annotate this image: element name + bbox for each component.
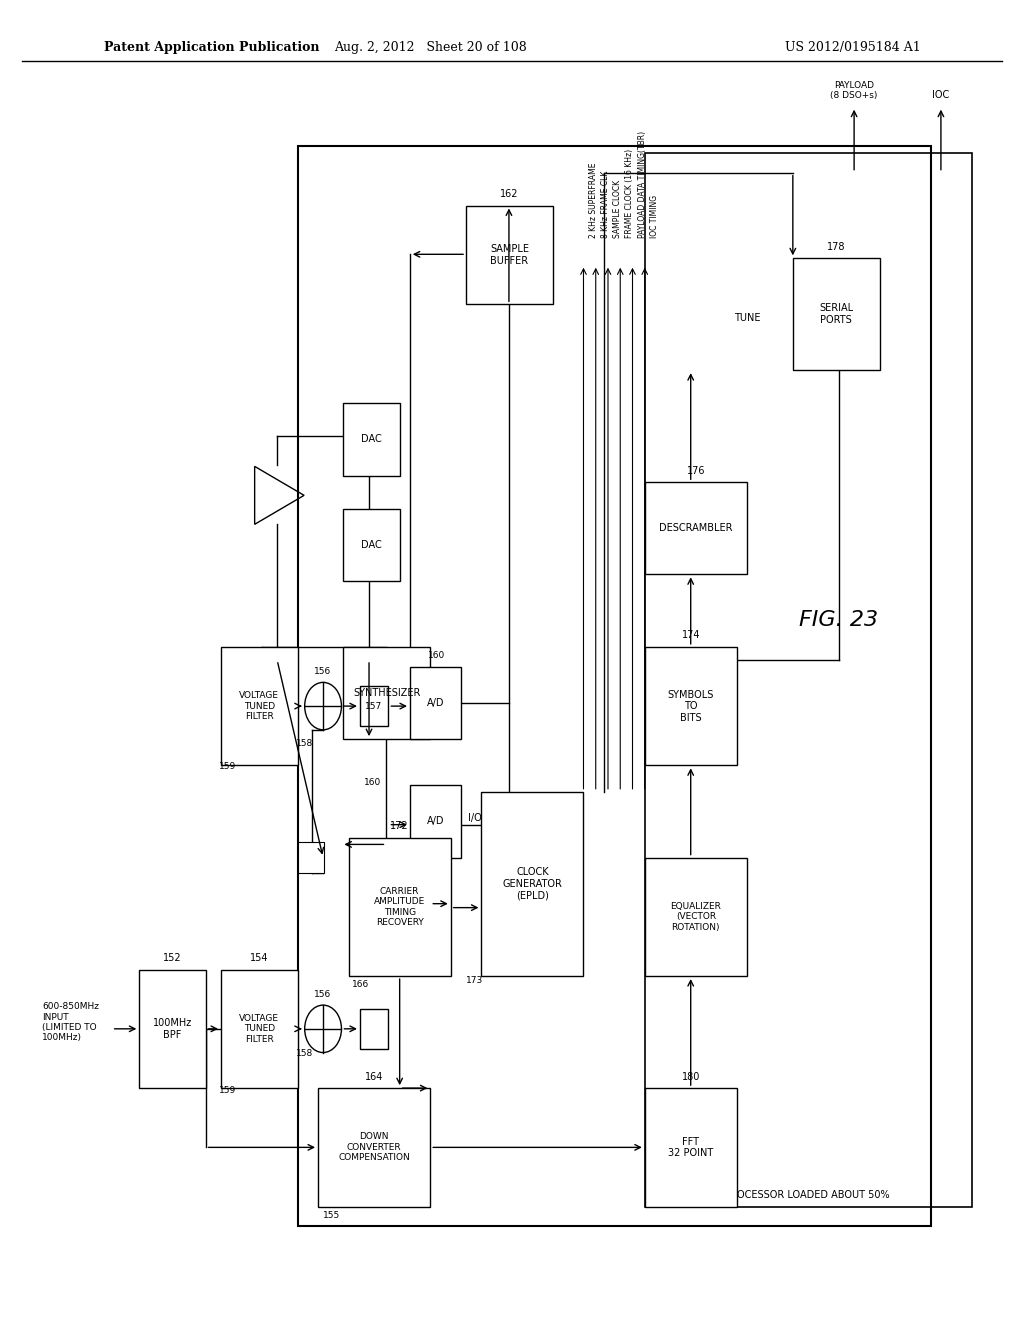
Text: SYMBOLS
TO
BITS: SYMBOLS TO BITS <box>668 689 714 723</box>
Text: 166: 166 <box>351 979 369 989</box>
Text: 158: 158 <box>296 1048 313 1057</box>
FancyBboxPatch shape <box>645 1088 736 1206</box>
FancyBboxPatch shape <box>645 858 746 975</box>
Text: SAMPLE CLOCK: SAMPLE CLOCK <box>613 181 623 239</box>
FancyBboxPatch shape <box>298 147 931 1226</box>
Text: 156: 156 <box>314 990 332 998</box>
Text: A/D: A/D <box>427 698 444 708</box>
Text: Patent Application Publication: Patent Application Publication <box>103 41 319 54</box>
Text: 164: 164 <box>365 1072 383 1081</box>
Text: VOLTAGE
TUNED
FILTER: VOLTAGE TUNED FILTER <box>240 692 280 721</box>
Text: 176: 176 <box>686 466 706 475</box>
FancyBboxPatch shape <box>221 970 298 1088</box>
Text: 174: 174 <box>681 630 700 640</box>
Text: 172: 172 <box>390 821 409 832</box>
Text: FIG. 23: FIG. 23 <box>799 610 879 631</box>
Text: 159: 159 <box>219 1085 237 1094</box>
Text: 600-850MHz
INPUT
(LIMITED TO
100MHz): 600-850MHz INPUT (LIMITED TO 100MHz) <box>42 1002 99 1043</box>
FancyBboxPatch shape <box>466 206 553 305</box>
Text: PAYLOAD
(8 DSO+s): PAYLOAD (8 DSO+s) <box>830 81 878 100</box>
Text: 180: 180 <box>682 1072 699 1081</box>
Text: 8 KHz FRAME CLK: 8 KHz FRAME CLK <box>601 172 610 239</box>
Text: 155: 155 <box>324 1210 340 1220</box>
Text: CARRIER
AMPLITUDE
TIMING
RECOVERY: CARRIER AMPLITUDE TIMING RECOVERY <box>374 887 425 927</box>
FancyBboxPatch shape <box>645 482 746 574</box>
Text: DESCRAMBLER: DESCRAMBLER <box>659 523 732 533</box>
FancyBboxPatch shape <box>410 785 461 858</box>
Text: 152: 152 <box>163 953 181 964</box>
Text: FRAME CLOCK (16 KHz): FRAME CLOCK (16 KHz) <box>626 149 634 239</box>
Text: 173: 173 <box>466 975 483 985</box>
FancyBboxPatch shape <box>481 792 584 975</box>
FancyBboxPatch shape <box>359 1008 388 1048</box>
Text: 156: 156 <box>314 667 332 676</box>
FancyBboxPatch shape <box>645 647 736 766</box>
Text: SERIAL
PORTS: SERIAL PORTS <box>819 304 853 325</box>
FancyBboxPatch shape <box>318 1088 430 1206</box>
Text: SYNTHESIZER: SYNTHESIZER <box>353 688 421 698</box>
Text: 157: 157 <box>365 702 382 710</box>
Text: 160: 160 <box>428 651 445 660</box>
Text: DAC: DAC <box>361 540 382 549</box>
FancyBboxPatch shape <box>298 842 324 874</box>
Text: TUNE: TUNE <box>733 313 760 322</box>
Text: US 2012/0195184 A1: US 2012/0195184 A1 <box>784 41 921 54</box>
Text: 160: 160 <box>364 777 381 787</box>
Text: A/D: A/D <box>427 816 444 826</box>
FancyBboxPatch shape <box>343 508 399 581</box>
Text: 2 KHz SUPERFRAME: 2 KHz SUPERFRAME <box>589 162 598 239</box>
Text: 100MHz
BPF: 100MHz BPF <box>153 1018 193 1040</box>
Text: IOC: IOC <box>932 90 949 100</box>
Text: 90: 90 <box>305 853 316 862</box>
FancyBboxPatch shape <box>410 667 461 739</box>
Text: 178: 178 <box>827 242 846 252</box>
Text: DAC: DAC <box>361 434 382 445</box>
Text: IOC TIMING: IOC TIMING <box>650 195 658 239</box>
FancyBboxPatch shape <box>348 838 451 975</box>
FancyBboxPatch shape <box>359 686 388 726</box>
FancyBboxPatch shape <box>343 403 399 475</box>
Text: I/O: I/O <box>468 813 481 824</box>
FancyBboxPatch shape <box>793 259 880 370</box>
Text: 159: 159 <box>219 762 237 771</box>
FancyBboxPatch shape <box>139 970 206 1088</box>
Text: EQUALIZER
(VECTOR
ROTATION): EQUALIZER (VECTOR ROTATION) <box>671 902 721 932</box>
Text: SAMPLE
BUFFER: SAMPLE BUFFER <box>489 244 529 265</box>
Text: PAYLOAD DATA TIMING(TBR): PAYLOAD DATA TIMING(TBR) <box>638 132 646 239</box>
Text: DOWN
CONVERTER
COMPENSATION: DOWN CONVERTER COMPENSATION <box>338 1133 410 1163</box>
FancyBboxPatch shape <box>343 647 430 739</box>
FancyBboxPatch shape <box>221 647 298 766</box>
Text: SIGNAL PROCESSOR LOADED ABOUT 50%: SIGNAL PROCESSOR LOADED ABOUT 50% <box>685 1191 890 1200</box>
Text: 158: 158 <box>296 739 313 748</box>
Text: FFT
32 POINT: FFT 32 POINT <box>668 1137 714 1158</box>
Text: VOLTAGE
TUNED
FILTER: VOLTAGE TUNED FILTER <box>240 1014 280 1044</box>
Text: CLOCK
GENERATOR
(EPLD): CLOCK GENERATOR (EPLD) <box>503 867 562 900</box>
Text: Aug. 2, 2012   Sheet 20 of 108: Aug. 2, 2012 Sheet 20 of 108 <box>334 41 526 54</box>
Text: 154: 154 <box>250 953 268 964</box>
Text: 162: 162 <box>500 189 519 199</box>
